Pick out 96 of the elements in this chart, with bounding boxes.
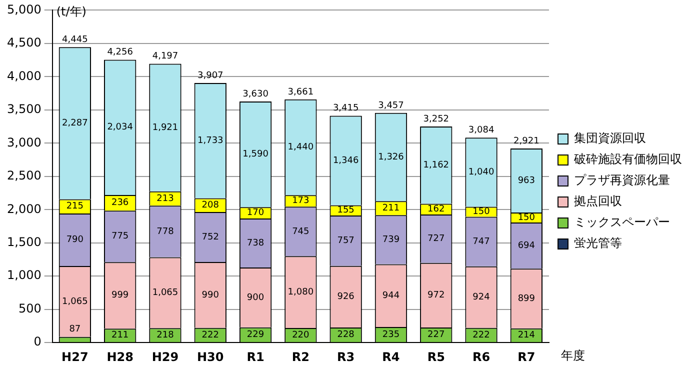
data-label: 173: [292, 196, 310, 206]
y-tick-label: 4,500: [6, 36, 42, 50]
data-label: 222: [472, 330, 490, 340]
total-label: 4,445: [62, 35, 88, 46]
data-label: 790: [66, 235, 84, 246]
data-label: 150: [518, 212, 536, 223]
y-tick-label: 5,000: [6, 2, 42, 16]
data-label: 775: [111, 232, 129, 242]
x-axis-title: 年度: [561, 348, 585, 363]
x-tick-label: R4: [382, 350, 400, 364]
data-label: 211: [111, 330, 129, 341]
data-label: 2,287: [62, 118, 88, 129]
legend-label: 蛍光管等: [574, 236, 622, 250]
y-tick-label: 0: [34, 334, 42, 349]
x-tick-label: H27: [62, 350, 88, 364]
data-label: 218: [156, 330, 174, 340]
total-label: 4,256: [107, 48, 134, 58]
data-label: 1,346: [332, 156, 359, 166]
data-label: 727: [428, 234, 445, 244]
data-label: 162: [428, 204, 445, 215]
data-label: 236: [111, 198, 129, 208]
data-label: 739: [382, 235, 400, 245]
data-label: 208: [202, 200, 220, 210]
data-label: 220: [292, 330, 310, 340]
x-tick-label: H28: [106, 350, 134, 364]
data-label: 211: [382, 203, 400, 214]
legend-label: ミックスペーパー: [574, 215, 670, 230]
data-label: 944: [382, 290, 400, 301]
data-label: 745: [292, 226, 310, 237]
data-label: 1,440: [288, 142, 314, 153]
data-label: 738: [246, 238, 264, 248]
data-label: 87: [69, 324, 81, 335]
data-label: 926: [337, 292, 355, 302]
data-label: 215: [66, 202, 84, 212]
data-label: 1,162: [423, 160, 450, 171]
total-label: 3,252: [423, 114, 450, 124]
data-label: 694: [518, 240, 536, 251]
y-tick-label: 2,000: [6, 202, 42, 216]
data-label: 1,040: [468, 168, 494, 178]
data-label: 150: [472, 207, 490, 218]
data-label: 757: [337, 236, 354, 246]
data-label: 900: [246, 292, 264, 303]
data-label: 924: [472, 292, 490, 302]
total-label: 3,661: [288, 87, 314, 98]
total-label: 3,415: [332, 104, 359, 114]
total-label: 3,457: [378, 100, 404, 111]
data-label: 752: [202, 232, 219, 242]
data-label: 1,590: [242, 150, 269, 160]
x-tick-label: R7: [518, 350, 536, 364]
y-tick-label: 500: [18, 301, 42, 316]
x-tick-label: R3: [337, 350, 355, 364]
data-label: 999: [111, 290, 129, 301]
y-tick-label: 3,000: [6, 135, 42, 150]
data-label: 229: [246, 330, 264, 340]
data-label: 170: [246, 208, 264, 218]
total-label: 3,630: [242, 89, 269, 100]
y-tick-label: 1,000: [6, 268, 42, 282]
legend-label: 破砕施設有価物回収: [573, 152, 682, 166]
data-label: 155: [337, 206, 354, 216]
data-label: 972: [428, 290, 445, 301]
data-label: 227: [428, 330, 445, 340]
data-label: 213: [156, 194, 174, 204]
data-label: 1,080: [288, 287, 314, 298]
data-label: 228: [337, 330, 355, 340]
y-tick-label: 2,500: [6, 168, 42, 183]
data-label: 235: [382, 330, 400, 340]
y-tick-label: 3,500: [6, 102, 42, 116]
data-label: 990: [202, 290, 220, 300]
data-label: 778: [156, 226, 174, 237]
y-tick-label: 1,500: [6, 235, 42, 250]
data-label: 1,733: [197, 136, 224, 146]
data-label: 1,065: [152, 288, 178, 298]
data-label: 899: [518, 294, 536, 304]
x-tick-label: R5: [427, 350, 445, 364]
x-tick-label: R2: [292, 350, 310, 364]
total-label: 4,197: [152, 52, 178, 62]
legend-label: 拠点回収: [574, 194, 622, 208]
data-label: 747: [472, 236, 490, 247]
x-tick-label: H30: [197, 350, 224, 364]
total-label: 2,921: [514, 136, 540, 146]
y-axis-title: (t/年): [56, 4, 86, 18]
y-tick-label: 4,000: [6, 68, 42, 83]
data-label: 963: [518, 176, 536, 186]
data-label: 1,326: [378, 152, 404, 162]
data-label: 214: [518, 330, 536, 341]
x-tick-label: R1: [246, 350, 264, 364]
data-label: 222: [202, 330, 219, 340]
data-label: 1,921: [152, 122, 178, 133]
total-label: 3,084: [468, 125, 494, 136]
x-tick-label: R6: [472, 350, 490, 364]
x-tick-label: H29: [152, 350, 179, 364]
data-label: 1,065: [62, 296, 88, 307]
legend-label: プラザ再資源化量: [574, 173, 670, 188]
legend-label: 集団資源回収: [574, 131, 646, 146]
total-label: 3,907: [197, 70, 224, 81]
data-label: 2,034: [107, 122, 134, 133]
